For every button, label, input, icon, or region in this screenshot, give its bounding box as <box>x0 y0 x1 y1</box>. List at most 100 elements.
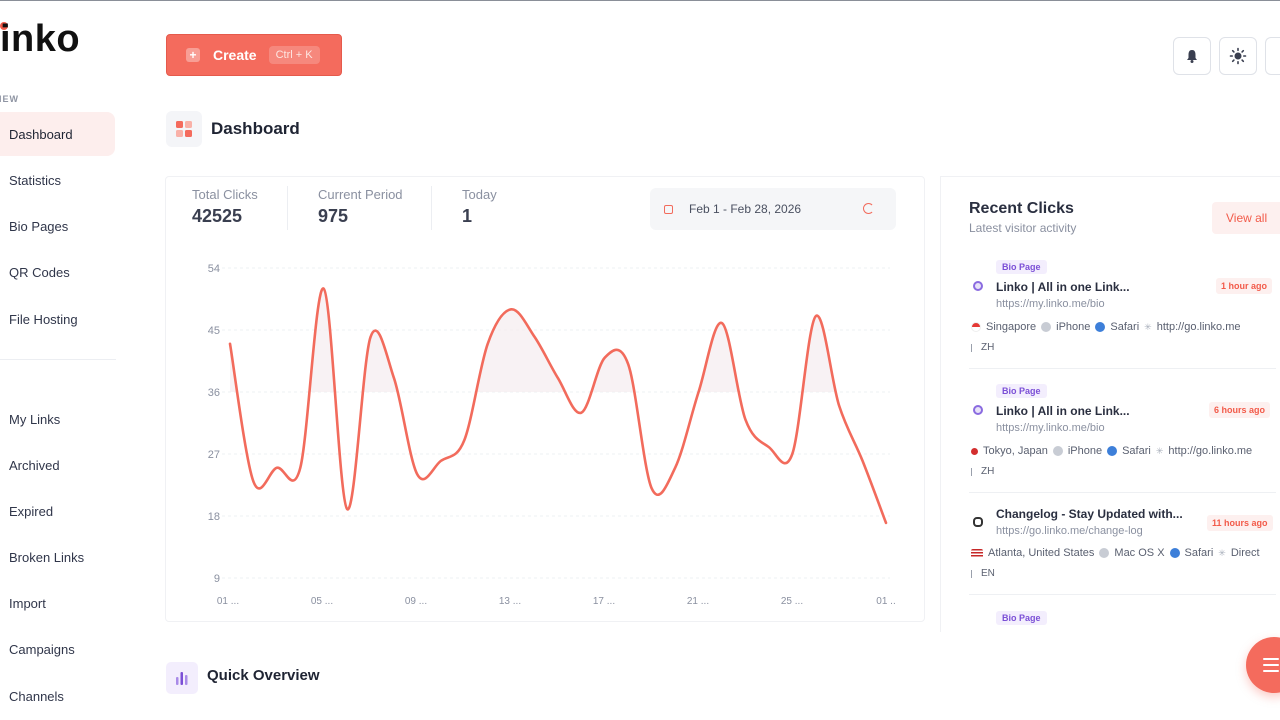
flag-singapore-icon <box>971 322 981 332</box>
sidebar-item-label: QR Codes <box>9 264 70 280</box>
item-meta: Singapore iPhone Safari ✳ http://go.link… <box>971 321 1241 333</box>
recent-clicks-panel <box>940 176 1280 632</box>
x-tick-label: 17 ... <box>593 596 615 607</box>
stat-divider <box>287 186 288 230</box>
page-title: Dashboard <box>211 119 300 138</box>
bio-page-icon <box>973 281 983 291</box>
x-tick-label: 05 ... <box>311 596 333 607</box>
item-language: ZH <box>971 466 994 477</box>
item-referrer: http://go.linko.me <box>1168 445 1253 457</box>
referrer-icon: ✳ <box>1155 445 1164 456</box>
theme-toggle-button[interactable] <box>1219 37 1257 75</box>
recent-click-item[interactable]: Bio Page <box>969 611 1280 631</box>
y-tick-label: 9 <box>214 573 220 585</box>
sidebar-item-label: Import <box>9 595 46 611</box>
item-location: Singapore <box>986 321 1037 333</box>
create-button[interactable]: + Create Ctrl + K <box>166 34 342 76</box>
flag-us-icon <box>971 548 983 558</box>
flag-icon <box>971 467 976 476</box>
safari-icon <box>1107 446 1118 456</box>
menu-icon <box>1263 670 1279 672</box>
stat-value: 1 <box>462 206 473 226</box>
flag-icon <box>971 343 976 352</box>
sidebar-item-bio-pages[interactable]: Bio Pages <box>0 204 115 248</box>
sidebar-item-label: My Links <box>9 411 61 427</box>
sidebar-item-file-hosting[interactable]: File Hosting <box>0 297 115 341</box>
x-tick-label: 21 ... <box>687 596 709 607</box>
stat-today: Today 1 <box>462 187 497 227</box>
sidebar-item-label: Expired <box>9 503 54 519</box>
sidebar-item-archived[interactable]: Archived <box>0 443 115 487</box>
time-badge: 6 hours ago <box>1209 402 1271 418</box>
sidebar-item-label: Statistics <box>9 172 62 188</box>
x-tick-label: 25 ... <box>781 596 803 607</box>
x-tick-label: 09 ... <box>405 596 427 607</box>
changelog-icon <box>973 517 983 527</box>
item-os: iPhone <box>1056 321 1091 333</box>
chart-area-fill <box>230 288 886 392</box>
flag-japan-icon <box>971 447 978 455</box>
apple-icon <box>1099 548 1110 558</box>
type-badge: Bio Page <box>996 611 1047 625</box>
view-all-button[interactable]: View all <box>1212 202 1280 234</box>
item-location: Tokyo, Japan <box>983 445 1048 457</box>
bell-icon <box>1187 50 1197 63</box>
stat-value: 42525 <box>192 206 243 226</box>
stat-current-period: Current Period 975 <box>318 187 403 227</box>
item-browser: Safari <box>1184 547 1214 559</box>
item-location: Atlanta, United States <box>988 547 1095 559</box>
time-badge: 1 hour ago <box>1216 278 1273 294</box>
y-tick-label: 54 <box>208 263 220 275</box>
notifications-button[interactable] <box>1173 37 1211 75</box>
sidebar-item-qr-codes[interactable]: QR Codes <box>0 250 115 294</box>
item-browser: Safari <box>1110 321 1140 333</box>
apple-icon <box>1052 446 1063 456</box>
item-url: https://my.linko.me/bio <box>996 422 1105 434</box>
dashboard-icon <box>166 111 202 147</box>
x-tick-label: 01 .. <box>876 596 895 607</box>
item-language-label: EN <box>981 568 995 579</box>
item-os: Mac OS X <box>1114 547 1165 559</box>
recent-click-item[interactable]: Changelog - Stay Updated with... https:/… <box>969 487 1280 587</box>
item-language-label: ZH <box>981 466 995 477</box>
stat-label: Total Clicks <box>192 187 258 202</box>
recent-click-item[interactable]: Bio Page Linko | All in one Link... http… <box>969 260 1280 360</box>
sidebar-item-broken-links[interactable]: Broken Links <box>0 535 115 579</box>
stat-total-clicks: Total Clicks 42525 <box>192 187 258 227</box>
referrer-icon: ✳ <box>1144 321 1152 332</box>
date-range-label: Feb 1 - Feb 28, 2026 <box>689 202 802 216</box>
refresh-icon[interactable] <box>863 203 874 214</box>
logo-dot <box>0 22 8 30</box>
chart-series-line <box>228 287 888 525</box>
type-badge: Bio Page <box>996 260 1047 274</box>
quick-overview-title: Quick Overview <box>207 667 320 684</box>
apple-icon <box>1041 322 1052 332</box>
flag-icon <box>971 569 976 578</box>
sidebar-item-dashboard[interactable]: Dashboard <box>0 112 115 156</box>
sidebar-item-import[interactable]: Import <box>0 581 115 625</box>
sidebar-item-expired[interactable]: Expired <box>0 489 115 533</box>
sidebar-item-my-links[interactable]: My Links <box>0 397 115 441</box>
create-shortcut-hint: Ctrl + K <box>268 46 320 64</box>
type-badge: Bio Page <box>996 384 1047 398</box>
item-divider <box>969 594 1276 595</box>
stat-label: Current Period <box>318 187 403 202</box>
item-url: https://my.linko.me/bio <box>996 298 1105 310</box>
stat-value: 975 <box>318 206 349 226</box>
sidebar-item-statistics[interactable]: Statistics <box>0 158 115 202</box>
logo[interactable]: inko <box>0 18 81 60</box>
item-referrer: Direct <box>1230 547 1260 559</box>
sidebar-item-channels[interactable]: Channels <box>0 674 115 718</box>
recent-click-item[interactable]: Bio Page Linko | All in one Link... http… <box>969 384 1280 484</box>
y-tick-label: 18 <box>208 511 220 523</box>
sidebar-item-label: Archived <box>9 457 60 473</box>
clicks-chart-card <box>165 176 925 622</box>
recent-clicks-title: Recent Clicks <box>969 200 1074 217</box>
y-tick-label: 36 <box>208 387 220 399</box>
sidebar-item-label: Dashboard <box>9 126 73 142</box>
date-range-picker[interactable]: Feb 1 - Feb 28, 2026 <box>650 188 896 230</box>
user-menu-button[interactable] <box>1265 37 1280 75</box>
sidebar-item-campaigns[interactable]: Campaigns <box>0 627 115 671</box>
menu-icon <box>1263 658 1279 660</box>
safari-icon <box>1169 548 1180 558</box>
